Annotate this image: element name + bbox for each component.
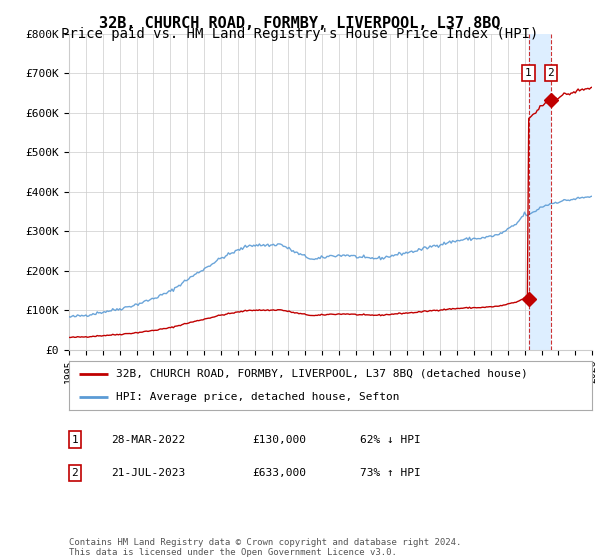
Text: 1: 1 [71, 435, 79, 445]
Text: 21-JUL-2023: 21-JUL-2023 [111, 468, 185, 478]
Text: 2: 2 [71, 468, 79, 478]
Text: 28-MAR-2022: 28-MAR-2022 [111, 435, 185, 445]
Text: Price paid vs. HM Land Registry's House Price Index (HPI): Price paid vs. HM Land Registry's House … [61, 27, 539, 41]
Text: 32B, CHURCH ROAD, FORMBY, LIVERPOOL, L37 8BQ: 32B, CHURCH ROAD, FORMBY, LIVERPOOL, L37… [99, 16, 501, 31]
Text: £130,000: £130,000 [252, 435, 306, 445]
Text: 32B, CHURCH ROAD, FORMBY, LIVERPOOL, L37 8BQ (detached house): 32B, CHURCH ROAD, FORMBY, LIVERPOOL, L37… [116, 369, 528, 379]
Text: 2: 2 [547, 68, 554, 78]
Text: 62% ↓ HPI: 62% ↓ HPI [360, 435, 421, 445]
Text: 73% ↑ HPI: 73% ↑ HPI [360, 468, 421, 478]
Bar [551, 34, 592, 350]
Bar [529, 34, 551, 350]
Text: £633,000: £633,000 [252, 468, 306, 478]
Text: HPI: Average price, detached house, Sefton: HPI: Average price, detached house, Seft… [116, 391, 400, 402]
Text: 1: 1 [525, 68, 532, 78]
Text: Contains HM Land Registry data © Crown copyright and database right 2024.
This d: Contains HM Land Registry data © Crown c… [69, 538, 461, 557]
